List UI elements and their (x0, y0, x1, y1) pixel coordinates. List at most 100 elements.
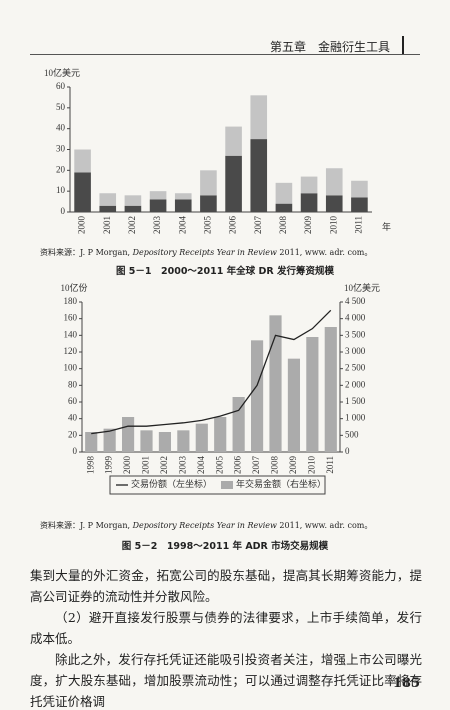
x-tick-label: 2004 (177, 216, 187, 235)
x-tick-label: 2007 (253, 216, 263, 235)
x-tick-label: 2009 (288, 456, 298, 475)
x-tick-label: 2011 (325, 456, 335, 474)
y-tick-label: 100 (64, 363, 78, 373)
y-tick-label: 120 (64, 346, 78, 356)
y-tick-label: 180 (64, 296, 78, 306)
x-tick-label: 2001 (102, 216, 112, 234)
x-tick-label: 2002 (127, 216, 137, 234)
bar (140, 430, 153, 452)
x-tick-label: 2003 (152, 216, 162, 235)
y-tick-label: 10 (56, 185, 66, 195)
bar (225, 155, 242, 212)
caption: 图 5－1 2000～2011 年全球 DR 发行筹资规模 (115, 266, 335, 277)
legend-label: 年交易金额（右坐标） (236, 478, 326, 489)
x-tick-label: 2004 (196, 456, 206, 475)
y2-tick-label: 3 500 (345, 329, 366, 339)
y-tick-label: 50 (56, 102, 66, 112)
paragraph: 除此之外，发行存托凭证还能吸引投资者关注，增强上市公司曝光度，扩大股东基础，增加… (30, 652, 422, 709)
x-tick-label: 2001 (141, 456, 151, 474)
y2-tick-label: 4 500 (345, 296, 366, 306)
header-rule (402, 36, 404, 54)
x-tick-label: 2010 (328, 216, 338, 235)
bar (149, 191, 167, 200)
y-tick-label: 80 (68, 379, 78, 389)
x-tick-label: 2008 (270, 456, 280, 475)
line (91, 309, 332, 435)
bar (174, 199, 192, 212)
legend-label: 交易份额（左坐标） (131, 478, 212, 489)
bar (99, 193, 117, 206)
source: 资料来源：J. P Morgan, Depository Receipts Ye… (40, 520, 372, 531)
bar (287, 358, 301, 452)
bar (250, 95, 268, 140)
bar (124, 205, 142, 212)
source-text: 资料来源：J. P Morgan, (40, 521, 133, 530)
bar (99, 205, 117, 212)
x-tick-label: 2010 (306, 456, 316, 475)
y2-axis-label: 10亿美元 (344, 282, 380, 293)
y-tick-label: 0 (73, 446, 78, 456)
bar (124, 195, 142, 206)
source-title: Depository Receipts Year in Review (132, 521, 277, 530)
x-axis-label: 年 (382, 221, 391, 232)
bar (275, 182, 293, 204)
y2-tick-label: 4 000 (345, 313, 366, 323)
x-tick-label: 1999 (104, 456, 114, 475)
bar (200, 195, 217, 212)
bar (200, 170, 217, 196)
x-tick-label: 1998 (85, 456, 95, 475)
running-header: 第五章 金融衍生工具 (269, 40, 390, 54)
bar (121, 417, 135, 452)
source-text: 2011, www. adr. com。 (276, 248, 373, 257)
header-line (30, 54, 420, 55)
source-title: Depository Receipts Year in Review (132, 248, 277, 257)
y-tick-label: 160 (64, 313, 78, 323)
x-tick-label: 2005 (214, 456, 224, 475)
x-tick-label: 2006 (233, 456, 243, 475)
y2-tick-label: 2 500 (345, 363, 366, 373)
bar (250, 340, 264, 452)
x-tick-label: 2003 (177, 456, 187, 475)
bar (250, 139, 268, 212)
bar (195, 423, 208, 452)
legend-swatch (221, 481, 233, 489)
y-tick-label: 30 (56, 144, 66, 154)
bar (275, 203, 293, 212)
bar (74, 149, 91, 173)
y-tick-label: 20 (68, 429, 78, 439)
y2-tick-label: 1 500 (345, 396, 366, 406)
source-text: 2011, www. adr. com。 (276, 521, 373, 530)
y2-tick-label: 3 000 (345, 346, 366, 356)
bar (174, 193, 192, 200)
y-axis-label: 10亿美元 (44, 67, 80, 78)
y2-tick-label: 2 000 (345, 379, 366, 389)
source-text: 资料来源：J. P Morgan, (40, 248, 133, 257)
source: 资料来源：J. P Morgan, Depository Receipts Ye… (40, 247, 372, 258)
bar (85, 432, 98, 452)
bar (177, 430, 190, 452)
bar (103, 428, 116, 452)
bar (325, 195, 343, 212)
bar (325, 168, 343, 196)
y-tick-label: 0 (61, 206, 66, 216)
x-tick-label: 2011 (353, 216, 363, 234)
y-tick-label: 140 (64, 329, 78, 339)
bar (269, 315, 282, 452)
bar (300, 193, 318, 212)
bar (214, 417, 227, 452)
y-tick-label: 60 (56, 81, 66, 91)
paragraph: （2）避开直接发行股票与债券的法律要求，上市手续简单，发行成本低。 (30, 610, 422, 646)
page-number: 185 (392, 676, 420, 691)
y-axis-label: 10亿份 (60, 282, 87, 293)
x-tick-label: 2008 (278, 216, 288, 235)
y-tick-label: 60 (68, 396, 78, 406)
x-tick-label: 2000 (122, 456, 132, 475)
y-tick-label: 20 (56, 164, 66, 174)
x-tick-label: 2000 (77, 216, 87, 235)
bar (149, 199, 167, 212)
y2-tick-label: 1 000 (345, 413, 366, 423)
bar (158, 432, 172, 452)
bar (351, 197, 368, 212)
